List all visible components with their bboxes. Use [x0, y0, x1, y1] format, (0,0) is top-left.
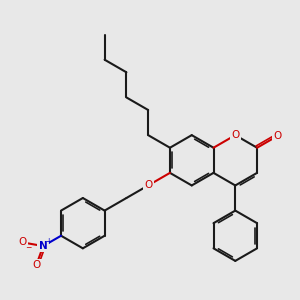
- Text: N: N: [39, 241, 48, 251]
- Text: O: O: [19, 238, 27, 248]
- Text: O: O: [32, 260, 40, 270]
- Text: O: O: [231, 130, 239, 140]
- Text: −: −: [25, 243, 31, 252]
- Text: O: O: [273, 131, 281, 141]
- Text: O: O: [144, 181, 152, 190]
- Text: +: +: [45, 236, 51, 245]
